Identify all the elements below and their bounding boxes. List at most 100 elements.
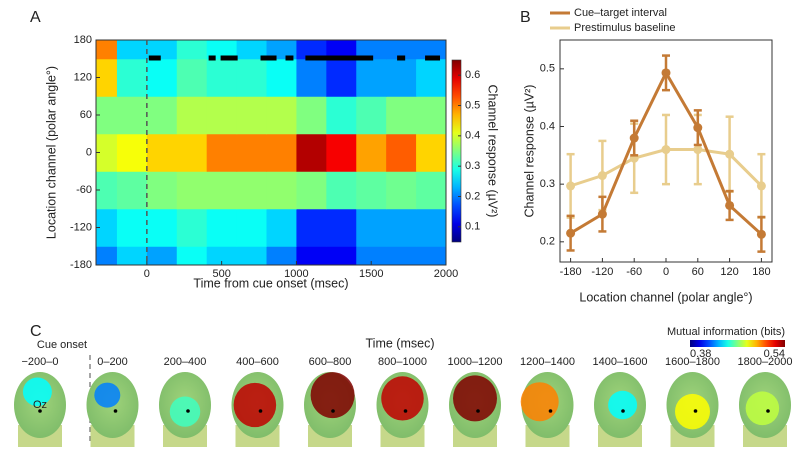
colorbar-tick-label: 0.1 <box>465 221 480 233</box>
heatmap-cell <box>116 208 148 247</box>
point <box>597 209 607 219</box>
heatmap-cell <box>386 171 417 210</box>
heatmap-cell <box>296 171 327 210</box>
activity-blob <box>381 376 424 421</box>
y-tick-label: -180 <box>70 259 92 271</box>
x-axis-label: Location channel (polar angle°) <box>579 290 752 304</box>
y-tick-label: 0.2 <box>540 236 555 248</box>
heatmap-cell <box>146 40 178 60</box>
y-tick-label: 120 <box>74 71 92 83</box>
heatmap-cell <box>386 96 417 135</box>
heatmap-cell <box>206 208 238 247</box>
heatmap-cell <box>96 133 118 172</box>
heatmap-cell <box>356 171 387 210</box>
heatmap-cell <box>236 96 268 135</box>
electrode <box>476 409 480 413</box>
map-label: 200–400 <box>164 356 207 368</box>
point <box>566 181 576 191</box>
heatmap-cell <box>236 246 268 265</box>
heatmap-cell <box>146 96 178 135</box>
map-label: 800–1000 <box>378 356 427 368</box>
map-label: −200–0 <box>21 356 58 368</box>
heatmap-cell <box>236 171 268 210</box>
y-tick-label: -120 <box>70 221 92 233</box>
heatmap-cell <box>146 171 178 210</box>
heatmap-cell <box>356 40 387 60</box>
panel-title: Time (msec) <box>366 336 435 350</box>
point <box>597 171 607 181</box>
map-label: 600–800 <box>309 356 352 368</box>
activity-blob <box>608 390 638 420</box>
heatmap-cell <box>326 246 357 265</box>
heatmap-cell <box>146 246 178 265</box>
heatmap-cell <box>356 96 387 135</box>
activity-blob <box>310 372 355 419</box>
activity-blob <box>745 391 780 426</box>
heatmap-cell <box>236 58 268 97</box>
activity-blob <box>22 377 52 407</box>
heatmap-cell <box>266 171 297 210</box>
heatmap-cell <box>266 58 297 97</box>
electrode-label: Oz <box>33 399 47 411</box>
map-label: 1400–1600 <box>592 356 647 368</box>
heatmap-cell <box>326 208 357 247</box>
heatmap-cell <box>116 40 148 60</box>
heatmap-cell <box>176 40 208 60</box>
heatmap-cell <box>96 246 118 265</box>
heatmap-cell <box>146 58 178 97</box>
activity-blob <box>520 382 559 422</box>
point <box>756 181 766 191</box>
heatmap-cell <box>386 58 417 97</box>
heatmap-cell <box>266 246 297 265</box>
point <box>566 228 576 238</box>
annotation: Cue onset <box>37 339 87 351</box>
heatmap-cell <box>386 246 417 265</box>
heatmap-cell <box>296 246 327 265</box>
legend-label: Prestimulus baseline <box>574 22 676 34</box>
activity-blob <box>169 396 201 427</box>
point <box>629 133 639 143</box>
colorbar-tick-label: 0.38 <box>690 348 711 360</box>
activity-blob <box>453 375 497 422</box>
colorbar-tick-label: 0.6 <box>465 69 480 81</box>
electrode <box>548 409 553 413</box>
heatmap-cell <box>356 208 387 247</box>
heatmap-cell <box>206 171 238 210</box>
colorbar <box>451 59 462 243</box>
electrode <box>621 409 625 413</box>
x-tick-label: 60 <box>692 266 704 278</box>
x-tick-label: 120 <box>720 266 738 278</box>
x-tick-label: 1500 <box>359 268 383 280</box>
heatmap-cell <box>326 96 357 135</box>
heatmap-cell <box>266 96 297 135</box>
colorbar-tick-label: 0.3 <box>465 160 480 172</box>
heatmap-cell <box>176 58 208 97</box>
heatmap-cell <box>416 246 446 265</box>
map-label: 400–600 <box>236 356 279 368</box>
heatmap-cell <box>296 58 327 97</box>
heatmap-cell <box>416 171 446 210</box>
electrode <box>113 409 118 413</box>
heatmap-cell <box>296 40 327 60</box>
heatmap-cell <box>266 40 297 60</box>
x-tick-label: -120 <box>591 266 613 278</box>
activity-blob <box>675 393 710 430</box>
heatmap-cell <box>296 208 327 247</box>
electrode <box>693 409 698 413</box>
heatmap-cell <box>176 96 208 135</box>
point <box>725 200 735 210</box>
point <box>661 68 671 78</box>
colorbar-tick-label: 0.54 <box>764 348 785 360</box>
heatmap-cell <box>296 133 327 172</box>
y-tick-label: 0.3 <box>540 178 555 190</box>
map-label: 1000–1200 <box>447 356 502 368</box>
x-tick-label: 0 <box>144 268 150 280</box>
colorbar-label: Channel response (µV²) <box>486 85 500 218</box>
heatmap-cell <box>416 96 446 135</box>
heatmap-cell <box>116 133 148 172</box>
heatmap-cell <box>206 58 238 97</box>
x-tick-label: 0 <box>663 266 669 278</box>
heatmap-cell <box>116 246 148 265</box>
electrode <box>403 409 408 413</box>
electrode <box>766 409 770 413</box>
